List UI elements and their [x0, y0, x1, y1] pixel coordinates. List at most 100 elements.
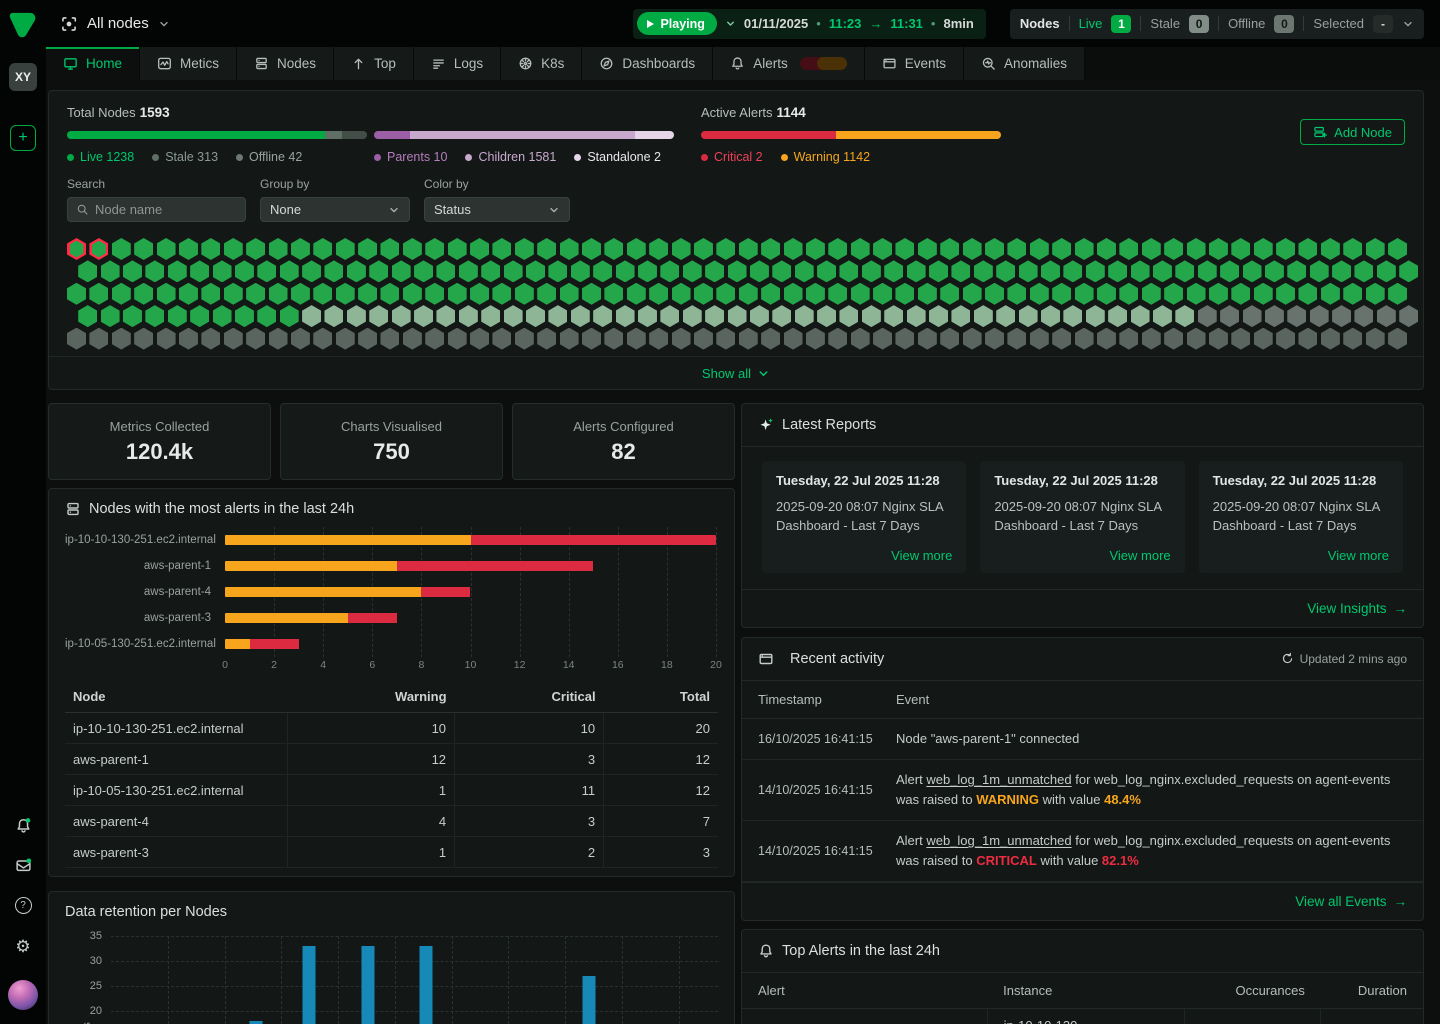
retention-bar[interactable]	[582, 976, 595, 1024]
hex-node-offline_dark[interactable]	[1052, 328, 1071, 350]
hex-node-critical[interactable]	[67, 238, 86, 260]
table-row[interactable]: ip-10-05-130-251.ec2.internal11112	[65, 775, 718, 806]
hex-node-live[interactable]	[1276, 283, 1295, 305]
hex-node-live[interactable]	[235, 305, 254, 327]
hex-node-live[interactable]	[380, 238, 399, 260]
hex-node-stale[interactable]	[616, 305, 635, 327]
hex-node-live[interactable]	[1354, 260, 1373, 282]
hex-node-critical[interactable]	[89, 238, 108, 260]
hex-node-offline_dark[interactable]	[515, 328, 534, 350]
hex-node-live[interactable]	[1019, 260, 1038, 282]
hex-node-live[interactable]	[269, 238, 288, 260]
hex-node-offline_dark[interactable]	[918, 328, 937, 350]
hex-node-live[interactable]	[201, 238, 220, 260]
hex-node-live[interactable]	[1388, 238, 1407, 260]
hex-node-live[interactable]	[224, 238, 243, 260]
chart-bar-row[interactable]: aws-parent-1	[65, 553, 718, 579]
hex-node-offline_dark[interactable]	[582, 328, 601, 350]
hex-node-offline_dark[interactable]	[380, 328, 399, 350]
hex-node-offline_dark[interactable]	[157, 328, 176, 350]
hex-node-offline_dark[interactable]	[985, 328, 1004, 350]
column-header[interactable]: Total	[604, 681, 718, 713]
hex-node-offline_dark[interactable]	[828, 328, 847, 350]
hex-node-stale[interactable]	[1108, 305, 1127, 327]
hex-node-live[interactable]	[895, 238, 914, 260]
chart-bar-row[interactable]: aws-parent-4	[65, 579, 718, 605]
hex-node-offline_dark[interactable]	[1007, 328, 1026, 350]
hex-node-live[interactable]	[739, 283, 758, 305]
hex-node-live[interactable]	[213, 305, 232, 327]
hex-node-live[interactable]	[134, 238, 153, 260]
hex-node-stale[interactable]	[1175, 305, 1194, 327]
hex-node-live[interactable]	[313, 238, 332, 260]
hex-node-live[interactable]	[918, 238, 937, 260]
notifications-button[interactable]	[15, 817, 32, 834]
show-all-link[interactable]: Show all	[702, 366, 770, 381]
hex-node-offline_dark[interactable]	[470, 328, 489, 350]
hex-node-live[interactable]	[145, 260, 164, 282]
tab-events[interactable]: Events	[865, 47, 964, 80]
hex-node-offline_dark[interactable]	[806, 328, 825, 350]
hex-node-offline_dark[interactable]	[672, 328, 691, 350]
hex-node-offline_dark[interactable]	[246, 328, 265, 350]
hex-node-offline_dark[interactable]	[112, 328, 131, 350]
hex-node-live[interactable]	[324, 260, 343, 282]
hex-node-stale[interactable]	[593, 305, 612, 327]
activity-row[interactable]: 16/10/2025 16:41:15Node "aws-parent-1" c…	[742, 719, 1423, 760]
view-insights-link[interactable]: View Insights →	[1307, 601, 1407, 616]
hex-node-offline_dark[interactable]	[134, 328, 153, 350]
hex-node-live[interactable]	[269, 283, 288, 305]
hex-node-offline_dark[interactable]	[313, 328, 332, 350]
hex-node-live[interactable]	[1388, 283, 1407, 305]
column-header[interactable]: Warning	[287, 681, 455, 713]
hex-node-live[interactable]	[884, 260, 903, 282]
hex-node-live[interactable]	[1366, 238, 1385, 260]
hex-node-live[interactable]	[537, 283, 556, 305]
hex-node-offline_dark[interactable]	[291, 328, 310, 350]
hex-node-offline_dark[interactable]	[694, 328, 713, 350]
hex-node-offline_dark[interactable]	[1366, 328, 1385, 350]
hex-node-live[interactable]	[593, 260, 612, 282]
alert-name-link[interactable]: web_log_1m_unmatched	[926, 772, 1071, 787]
column-header[interactable]: Duration	[1321, 973, 1423, 1009]
activity-row[interactable]: 14/10/2025 16:41:15Alert web_log_1m_unma…	[742, 821, 1423, 882]
hex-node-offline_dark[interactable]	[1321, 328, 1340, 350]
hex-node-live[interactable]	[157, 283, 176, 305]
hex-node-stale[interactable]	[884, 305, 903, 327]
column-header[interactable]: Alert	[742, 973, 987, 1009]
hex-node-live[interactable]	[828, 238, 847, 260]
hex-node-live[interactable]	[78, 305, 97, 327]
column-header[interactable]: Node	[65, 681, 287, 713]
hex-node-live[interactable]	[1119, 283, 1138, 305]
hex-node-stale[interactable]	[1041, 305, 1060, 327]
hex-node-live[interactable]	[492, 283, 511, 305]
hex-node-live[interactable]	[627, 283, 646, 305]
hex-node-stale[interactable]	[907, 305, 926, 327]
tab-home[interactable]: Home	[46, 47, 140, 80]
hex-node-live[interactable]	[470, 283, 489, 305]
hex-node-stale[interactable]	[817, 305, 836, 327]
hex-node-stale[interactable]	[951, 305, 970, 327]
hex-node-live[interactable]	[873, 238, 892, 260]
hex-node-live[interactable]	[1131, 260, 1150, 282]
color-by-select[interactable]: Status	[424, 197, 570, 222]
hex-node-live[interactable]	[1243, 260, 1262, 282]
hex-node-stale[interactable]	[750, 305, 769, 327]
hex-node-stale[interactable]	[459, 305, 478, 327]
alert-name-link[interactable]: web_log_1m_unmatched	[926, 833, 1071, 848]
hex-node-live[interactable]	[1276, 238, 1295, 260]
hex-node-live[interactable]	[257, 305, 276, 327]
hex-node-live[interactable]	[1142, 283, 1161, 305]
hex-node-live[interactable]	[1075, 283, 1094, 305]
hex-node-live[interactable]	[1265, 260, 1284, 282]
hex-node-live[interactable]	[1298, 283, 1317, 305]
hex-node-offline_dark[interactable]	[358, 328, 377, 350]
node-scope-selector[interactable]: All nodes	[60, 15, 170, 33]
hex-node-live[interactable]	[918, 283, 937, 305]
hex-node-live[interactable]	[145, 305, 164, 327]
hex-node-live[interactable]	[716, 238, 735, 260]
hex-node-offline_dark[interactable]	[425, 328, 444, 350]
hex-node-live[interactable]	[839, 260, 858, 282]
retention-bar[interactable]	[361, 946, 374, 1024]
hex-node-live[interactable]	[179, 238, 198, 260]
